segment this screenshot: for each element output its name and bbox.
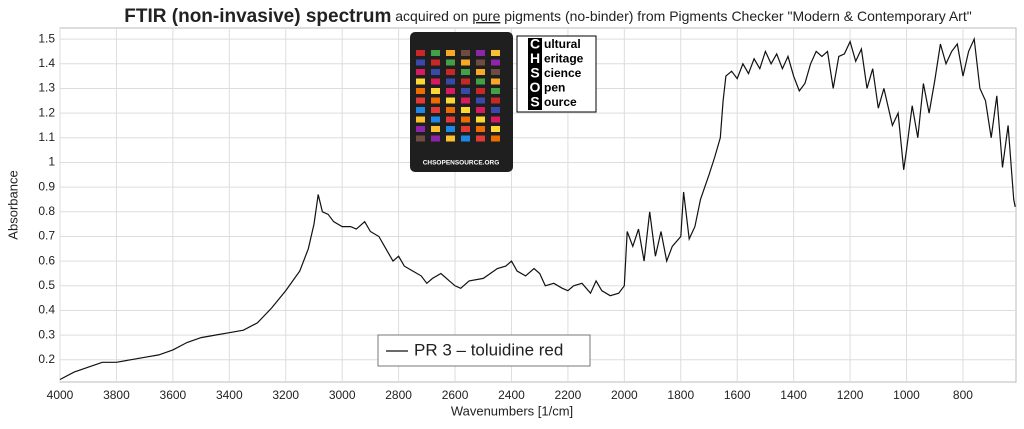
y-tick-label: 0.3 [38, 327, 55, 341]
y-axis-label: Absorbance [5, 170, 20, 239]
y-tick-label: 1.3 [38, 81, 55, 95]
title-part: FTIR (non-invasive) spectrum [124, 6, 391, 27]
y-tick-label: 1 [48, 155, 55, 169]
x-tick-label: 1200 [837, 388, 864, 402]
y-tick-label: 1.2 [38, 105, 55, 119]
x-tick-label: 2000 [611, 388, 638, 402]
y-tick-label: 0.8 [38, 204, 55, 218]
x-axis-label: Wavenumbers [1/cm] [451, 403, 573, 418]
spectrum-line [59, 36, 1016, 381]
y-tick-label: 1.4 [38, 56, 55, 70]
x-tick-label: 3600 [160, 388, 187, 402]
x-tick-label: 3400 [216, 388, 243, 402]
y-tick-label: 0.6 [38, 253, 55, 267]
title-part: pure [472, 8, 500, 24]
logo-word: cience [544, 66, 582, 80]
x-tick-label: 3800 [103, 388, 130, 402]
grid: 0.2 0.3 0.4 0.5 0.6 0.7 0.8 0.9 1 1.1 1.2 1.3 1.4 1.5… [38, 27, 1017, 402]
logo-word: eritage [544, 52, 584, 66]
y-tick-label: 1.5 [38, 31, 55, 45]
y-tick-label: 1.1 [38, 130, 55, 144]
y-tick-label: 0.7 [38, 229, 55, 243]
x-tick-label: 2600 [442, 388, 469, 402]
logo-initial: C [530, 36, 540, 52]
logo-initial: H [530, 50, 540, 66]
plot [59, 36, 1016, 381]
x-tick-label: 2400 [498, 388, 525, 402]
logo-initial: O [530, 79, 541, 95]
x-tick-label: 4000 [47, 388, 74, 402]
logo-word: ultural [544, 37, 581, 51]
y-tick-label: 0.5 [38, 278, 55, 292]
logo-initial: S [530, 94, 539, 110]
pigment-card: CHSOPENSOURCE.ORG [410, 32, 513, 172]
y-tick-label: 0.9 [38, 179, 55, 193]
logo-word: pen [544, 81, 565, 95]
x-tick-label: 1000 [893, 388, 920, 402]
x-tick-label: 1400 [780, 388, 807, 402]
x-tick-label: 2800 [385, 388, 412, 402]
title-part: pigments (no-binder) from Pigments Check… [500, 8, 971, 24]
x-tick-label: 1600 [724, 388, 751, 402]
chart-title: FTIR (non-invasive) spectrum acquired on… [124, 6, 971, 27]
logo-word: ource [544, 95, 577, 109]
x-tick-label: 1800 [667, 388, 694, 402]
x-tick-label: 800 [953, 388, 973, 402]
title-part: acquired on [391, 8, 472, 24]
legend: PR 3 – toluidine red [377, 334, 591, 367]
x-tick-label: 3200 [272, 388, 299, 402]
legend-label: PR 3 – toluidine red [414, 340, 563, 359]
card-caption: CHSOPENSOURCE.ORG [423, 160, 500, 167]
y-tick-label: 0.4 [38, 303, 55, 317]
x-tick-label: 3000 [329, 388, 356, 402]
y-tick-label: 0.2 [38, 352, 55, 366]
x-tick-label: 2200 [555, 388, 582, 402]
logo-initial: S [530, 65, 539, 81]
